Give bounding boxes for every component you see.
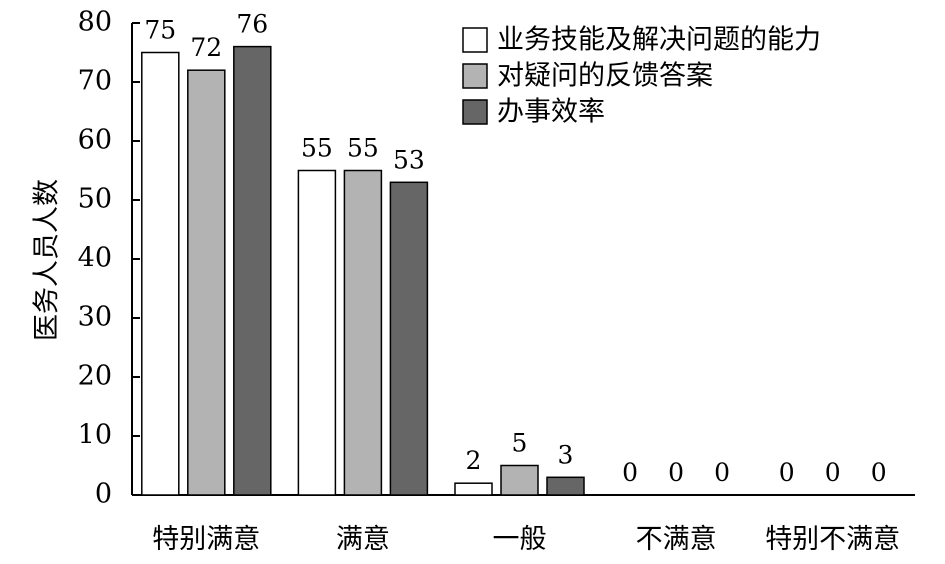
y-tick-label: 80 [78,7,112,38]
x-tick-label: 满意 [336,524,390,555]
legend-swatch [462,99,488,125]
bar [500,464,539,496]
bar [546,476,585,496]
legend-swatch [462,27,488,53]
data-label: 0 [779,458,795,487]
data-label: 75 [144,16,176,45]
data-label: 0 [622,458,638,487]
x-tick-label: 一般 [493,524,547,555]
data-label: 3 [558,440,574,469]
legend-swatch [462,63,488,89]
legend-label: 办事效率 [497,97,605,128]
bars [141,45,585,496]
y-tick-label: 30 [78,302,112,333]
y-tick-label: 40 [78,243,112,274]
data-label: 72 [190,33,222,62]
y-tick-label: 60 [78,125,112,156]
data-label: 53 [393,145,425,174]
bar [454,482,493,496]
bar [389,181,429,496]
x-tick-label: 不满意 [636,524,717,555]
data-label: 0 [871,458,887,487]
y-axis-label: 医务人员人数 [32,179,63,341]
data-label: 0 [668,458,684,487]
y-tick-label: 50 [78,184,112,215]
data-label: 2 [466,446,482,475]
data-label: 0 [714,458,730,487]
y-tick-label: 70 [78,66,112,97]
data-label: 5 [512,429,528,458]
legend-label: 业务技能及解决问题的能力 [497,25,821,56]
bar [233,45,272,496]
data-label: 55 [347,134,379,163]
data-label: 76 [236,10,268,39]
x-tick-label: 特别不满意 [765,524,900,555]
y-tick-label: 20 [78,361,112,392]
bar [187,69,226,496]
x-tick-label: 特别满意 [152,524,260,555]
data-label: 0 [825,458,841,487]
bar [297,169,337,496]
bar [343,169,383,496]
y-tick-label: 0 [95,479,112,510]
y-tick-label: 10 [78,420,112,451]
bar [141,51,180,496]
legend-label: 对疑问的反馈答案 [497,61,713,92]
data-label: 55 [301,134,333,163]
